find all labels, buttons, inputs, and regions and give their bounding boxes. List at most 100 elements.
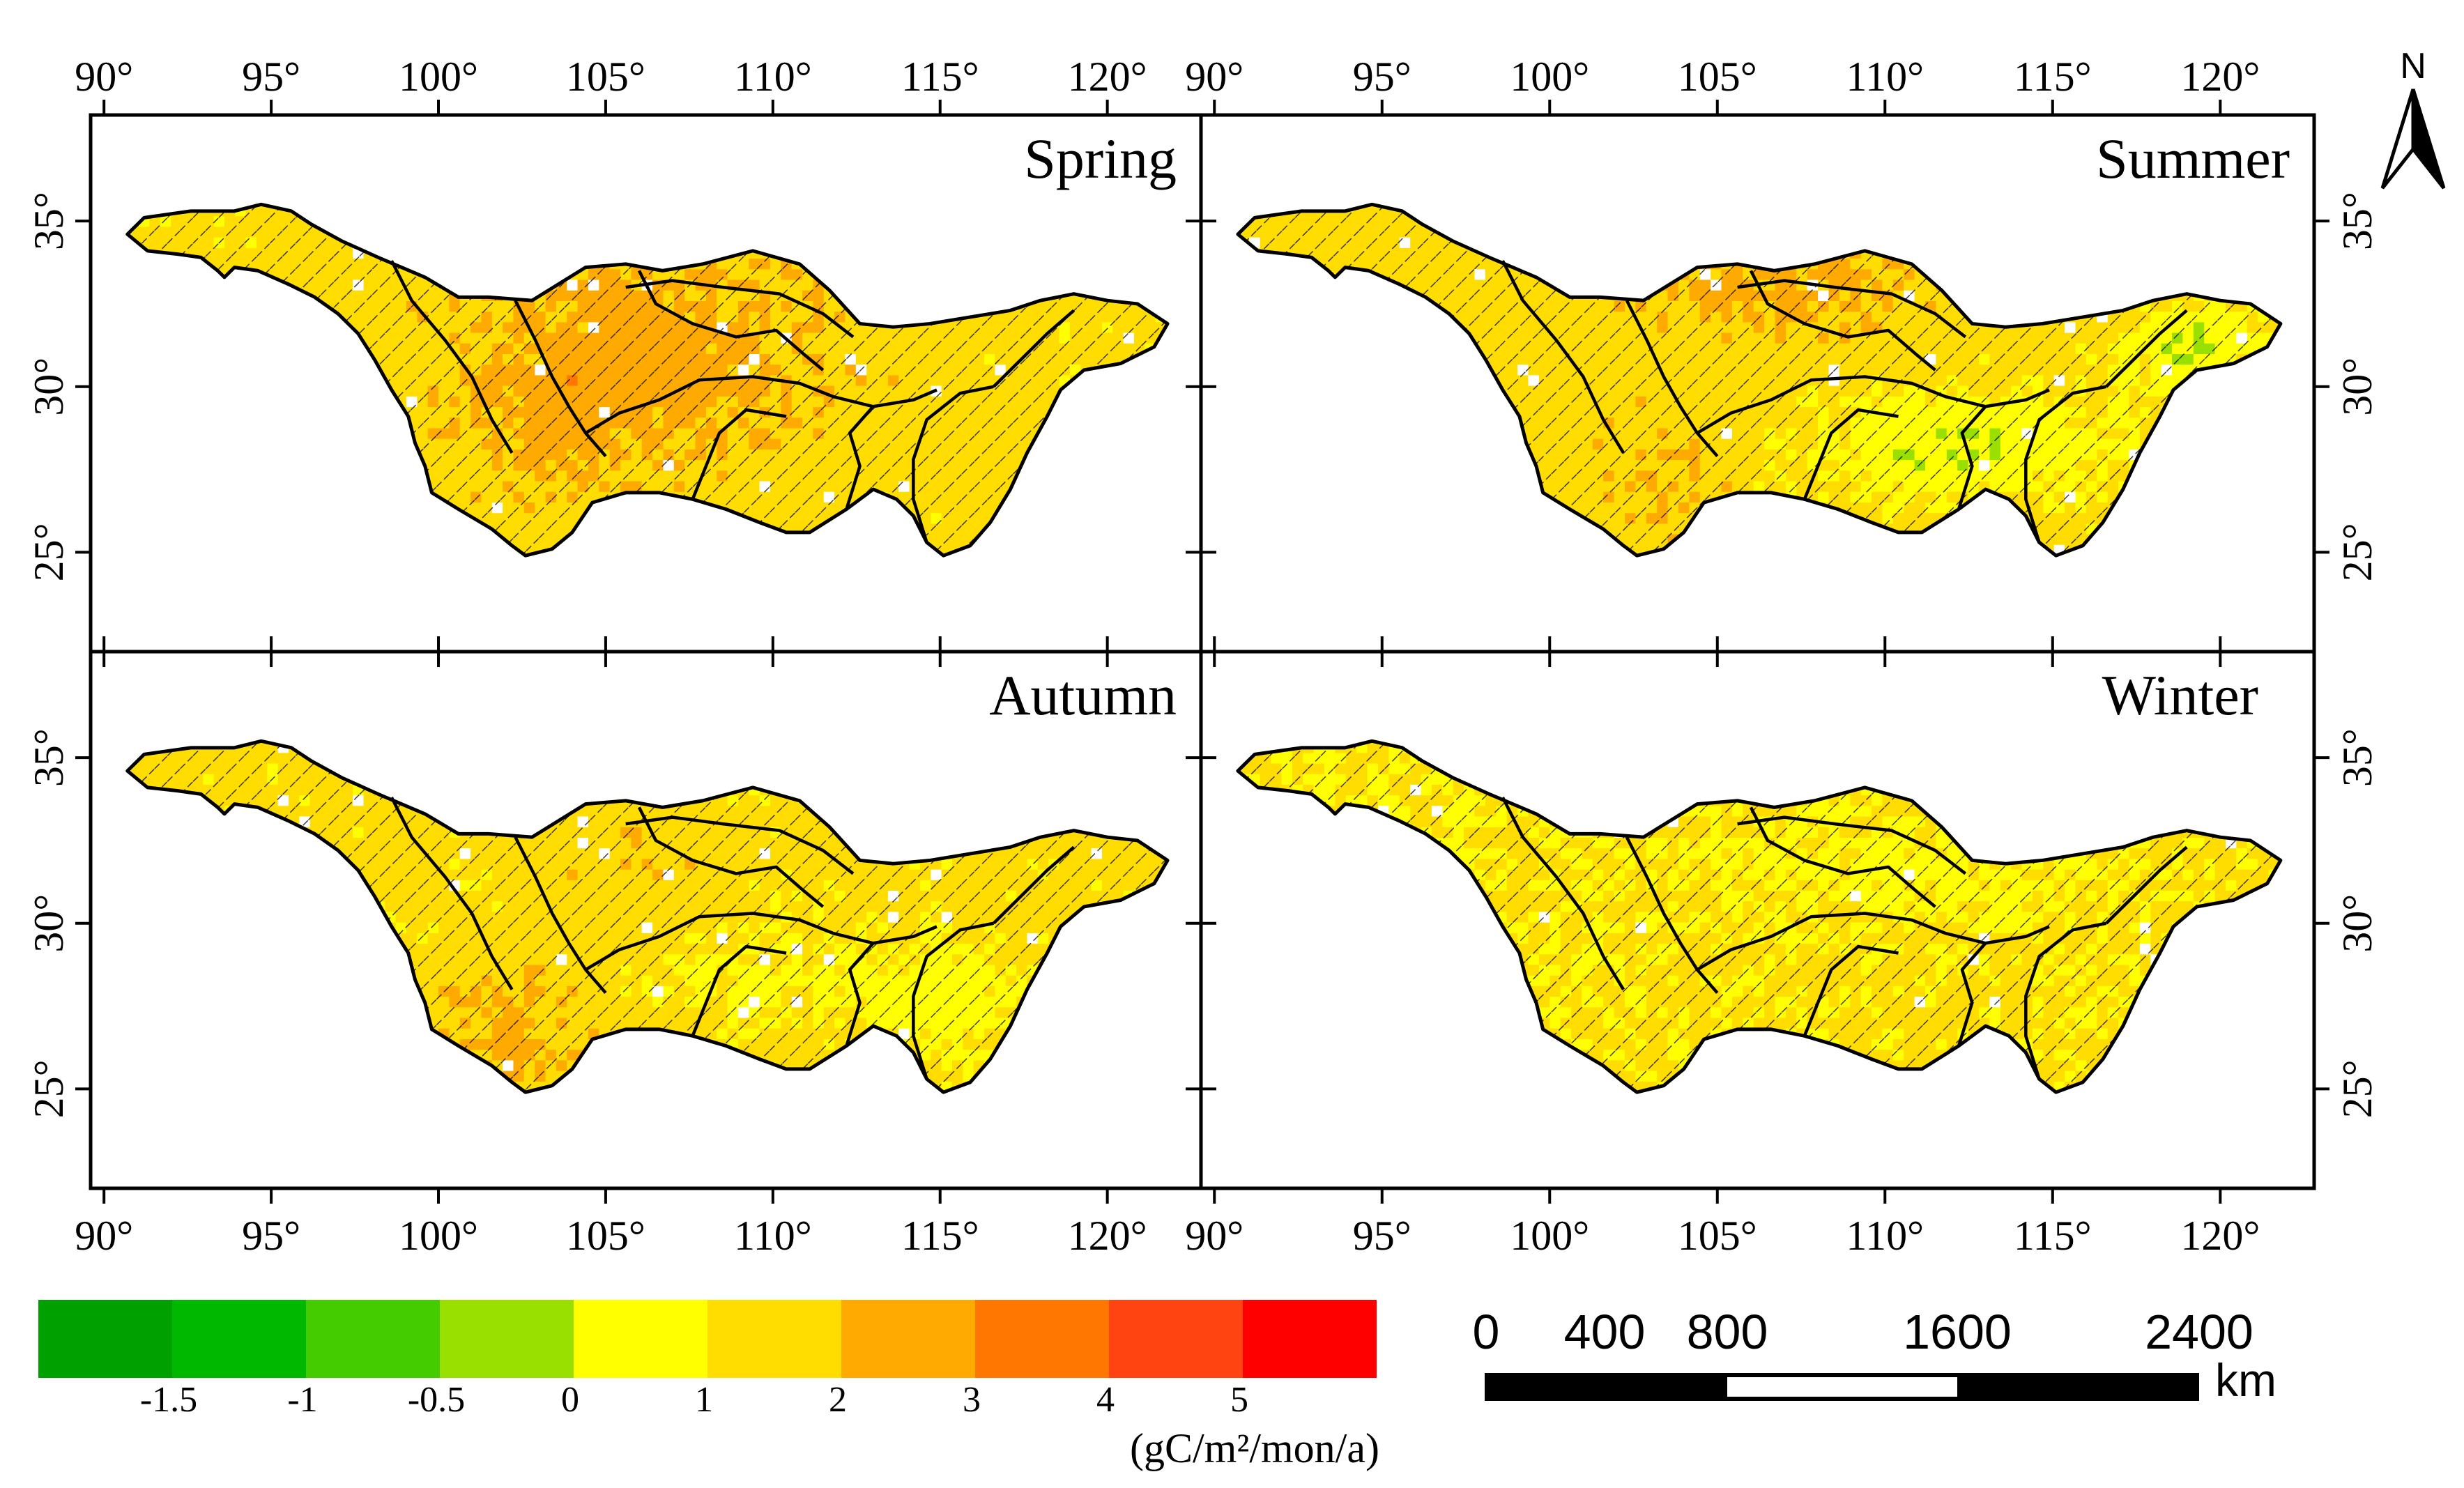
raster-cell — [299, 300, 311, 312]
raster-cell — [1324, 502, 1336, 514]
raster-cell — [1614, 215, 1625, 227]
raster-cell — [192, 438, 204, 450]
raster-cell — [513, 247, 525, 259]
raster-cell — [309, 332, 321, 344]
raster-cell — [1485, 205, 1497, 217]
raster-cell — [299, 321, 311, 333]
raster-cell — [963, 290, 974, 301]
raster-cell — [887, 215, 900, 227]
raster-cell — [299, 523, 311, 535]
raster-cell — [127, 290, 129, 301]
raster-cell — [342, 406, 353, 418]
raster-cell — [1155, 364, 1167, 376]
raster-cell — [1069, 205, 1082, 217]
raster-cell — [160, 258, 171, 270]
raster-cell — [128, 459, 139, 471]
raster-cell — [887, 533, 900, 545]
raster-cell — [1155, 236, 1167, 248]
raster-cell — [973, 247, 985, 259]
raster-cell — [257, 491, 268, 503]
raster-cell — [1474, 215, 1486, 227]
raster-cell — [127, 449, 129, 461]
raster-cell — [663, 555, 675, 556]
raster-cell — [973, 236, 985, 248]
raster-cell — [1238, 544, 1250, 555]
raster-cell — [160, 544, 171, 555]
raster-cell — [877, 555, 889, 556]
raster-cell — [1614, 279, 1625, 291]
raster-cell — [1091, 236, 1103, 248]
raster-cell — [1464, 205, 1476, 217]
raster-cell — [1037, 247, 1049, 259]
raster-cell — [213, 321, 225, 333]
raster-cell — [331, 396, 343, 408]
raster-cell — [171, 544, 183, 555]
raster-cell — [481, 247, 493, 259]
raster-cell — [1145, 236, 1156, 248]
raster-cell — [289, 300, 300, 312]
raster-cell — [1324, 353, 1336, 365]
raster-cell — [1271, 544, 1283, 555]
raster-cell — [1303, 544, 1315, 555]
raster-cell — [385, 533, 397, 545]
raster-cell — [1345, 332, 1357, 344]
raster-cell — [181, 512, 193, 524]
raster-cell — [1496, 459, 1508, 471]
raster-cell — [1464, 226, 1476, 238]
raster-cell — [1367, 300, 1379, 312]
raster-cell — [299, 449, 311, 461]
raster-cell — [417, 480, 429, 492]
raster-cell — [289, 332, 300, 344]
raster-cell — [1238, 258, 1250, 270]
raster-cell — [1177, 555, 1188, 566]
raster-cell — [1155, 555, 1167, 556]
raster-cell — [1237, 417, 1239, 429]
raster-cell — [128, 353, 139, 365]
raster-cell — [1421, 364, 1432, 376]
raster-cell — [127, 332, 129, 344]
raster-cell — [1292, 364, 1303, 376]
raster-cell — [267, 321, 279, 333]
raster-cell — [1249, 204, 1261, 206]
raster-cell — [1091, 258, 1103, 270]
raster-cell — [1485, 470, 1497, 482]
raster-cell — [781, 236, 793, 248]
raster-cell — [887, 290, 900, 301]
raster-cell — [1237, 279, 1239, 291]
raster-cell — [342, 470, 353, 482]
raster-cell — [1324, 427, 1336, 439]
raster-cell — [171, 417, 183, 429]
raster-cell — [257, 396, 268, 408]
raster-cell — [1324, 449, 1336, 461]
raster-cell — [331, 204, 343, 206]
raster-cell — [171, 258, 183, 270]
raster-cell — [1442, 417, 1454, 429]
raster-cell — [321, 353, 332, 365]
raster-cell — [192, 311, 204, 323]
raster-cell — [1292, 438, 1303, 450]
raster-cell — [1335, 533, 1347, 545]
raster-cell — [1506, 205, 1518, 217]
raster-cell — [257, 353, 268, 365]
raster-cell — [192, 374, 204, 386]
raster-cell — [363, 533, 375, 545]
raster-cell — [823, 215, 835, 227]
raster-cell — [1080, 374, 1092, 386]
raster-cell — [1037, 279, 1049, 291]
raster-cell — [684, 215, 696, 227]
raster-cell — [1260, 204, 1271, 206]
raster-cell — [235, 311, 247, 323]
raster-cell — [459, 523, 471, 535]
raster-cell — [160, 523, 171, 535]
raster-cell — [1048, 533, 1060, 545]
raster-cell — [235, 544, 247, 555]
raster-cell — [1464, 533, 1476, 545]
raster-cell — [973, 290, 985, 301]
raster-cell — [1303, 385, 1315, 397]
raster-cell — [192, 332, 204, 344]
raster-cell — [1313, 470, 1325, 482]
raster-cell — [952, 204, 964, 206]
raster-cell — [257, 343, 268, 354]
raster-cell — [1453, 544, 1464, 555]
raster-cell — [1249, 279, 1261, 291]
